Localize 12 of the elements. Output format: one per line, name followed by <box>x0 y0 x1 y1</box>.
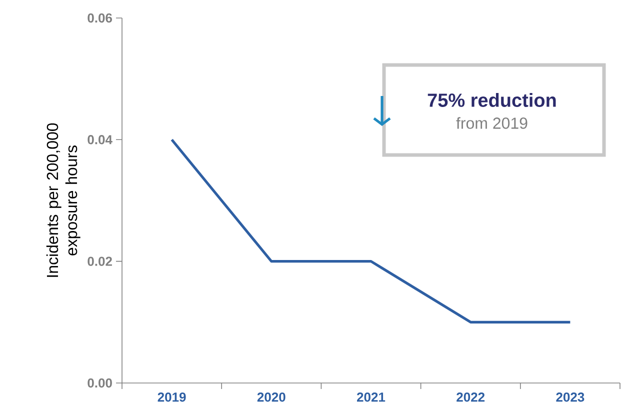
annotation: from 2019 <box>456 117 528 129</box>
x-tick-label: 2019 <box>158 392 186 402</box>
y-tick-label: 0.00 <box>88 378 112 388</box>
y-tick-label: 0.04 <box>88 135 112 144</box>
y-tick-label: 0.06 <box>88 13 112 23</box>
x-tick-label: 2020 <box>257 392 286 402</box>
y-axis-title: Incidents per 200,000 exposure hours <box>46 123 80 277</box>
x-tick-label: 2023 <box>556 392 584 402</box>
x-tick-label: 2021 <box>356 392 386 402</box>
annotation: 75% reduction <box>428 93 556 107</box>
x-tick-label: 2022 <box>456 392 485 402</box>
y-tick-label: 0.02 <box>88 256 112 266</box>
